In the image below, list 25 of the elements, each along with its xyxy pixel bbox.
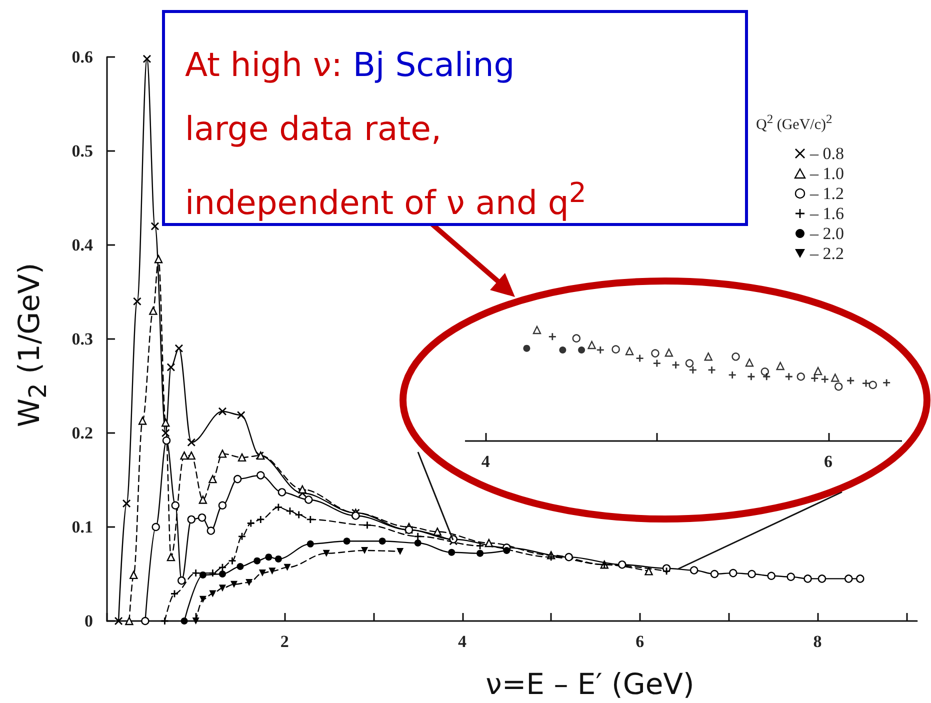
annotation: large data rate,	[185, 109, 442, 148]
legend-title: Q$^{2}$ (GeV/c)$^{2}$	[756, 112, 832, 134]
annotation: independent of ν and q$^{2}$	[185, 177, 586, 222]
legend-label: – 1.0	[809, 164, 844, 183]
y-tick-label: 0.2	[72, 424, 93, 442]
y-tick-label: 0.5	[72, 142, 93, 160]
annotation: At high ν:	[185, 45, 342, 84]
legend-label: – 2.0	[809, 224, 844, 243]
legend-label: – 0.8	[809, 144, 844, 163]
y-tick-label: 0.3	[72, 330, 93, 348]
x-tick-label: 6	[636, 632, 644, 651]
annotation: Bj Scaling	[352, 45, 515, 84]
y-tick-label: 0	[84, 612, 93, 630]
legend-label: – 2.2	[809, 244, 844, 263]
x-tick-label: 4	[458, 632, 468, 651]
legend-label: – 1.2	[809, 184, 844, 203]
x-tick-label: 8	[813, 632, 822, 651]
x-tick-label: 6	[824, 452, 833, 471]
x-tick-label: 2	[280, 632, 289, 651]
x-tick-label: 4	[481, 452, 490, 471]
y-tick-label: 0.1	[72, 518, 93, 536]
x-axis-title: ν=E – E′ (GeV)	[486, 667, 694, 701]
y-tick-label: 0.4	[72, 236, 94, 254]
legend-label: – 1.6	[809, 204, 844, 223]
y-tick-label: 0.6	[72, 48, 93, 66]
